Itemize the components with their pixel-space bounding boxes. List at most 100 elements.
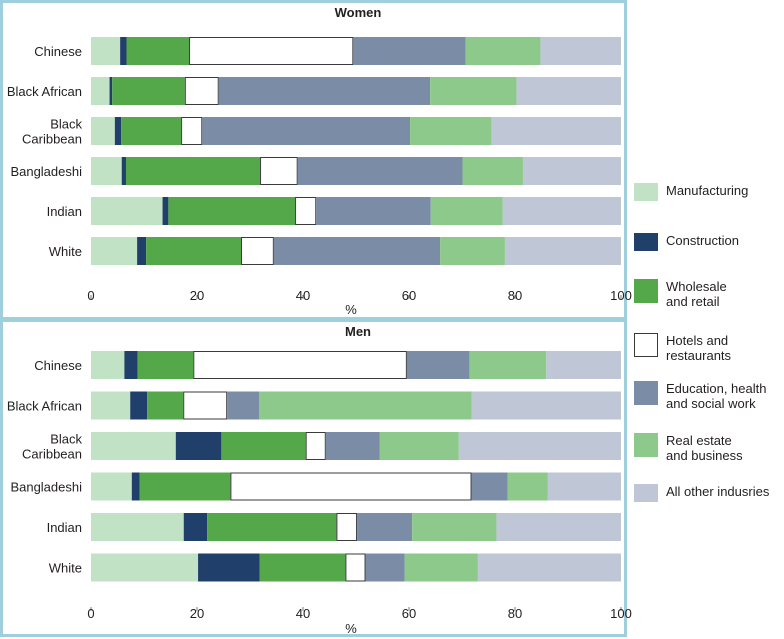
men-bar-white-real-estate-and-business: [404, 553, 478, 582]
legend-label-line: Manufacturing: [666, 183, 749, 198]
men-bar-bangladeshi-construction: [131, 472, 140, 501]
men-bar-indian-manufacturing: [91, 513, 184, 541]
women-bar-bangladeshi-real-estate-and-business: [462, 157, 523, 185]
legend-label: Manufacturing: [666, 183, 784, 198]
men-bar-black-african-all-other-indusries: [471, 391, 621, 420]
women-category-label: Chinese: [34, 44, 82, 59]
men-bar-indian-construction: [183, 513, 208, 541]
women-bar-white-education-health-and-social-work: [273, 237, 441, 265]
men-bar-white-education-health-and-social-work: [365, 553, 405, 582]
women-panel-frame: [0, 0, 627, 320]
women-bar-black-african-hotels-and-restaurants: [184, 77, 219, 105]
women-bar-chinese-manufacturing: [91, 37, 121, 65]
men-category-label: Bangladeshi: [10, 480, 82, 495]
legend-swatch: [634, 381, 658, 405]
men-x-tick-label: 0: [87, 606, 94, 621]
men-bar-white-manufacturing: [91, 553, 199, 582]
women-bar-bangladeshi-education-health-and-social-work: [297, 157, 463, 185]
women-bar-bangladeshi-wholesale-and-retail: [125, 157, 261, 185]
women-bar-indian-all-other-indusries: [502, 197, 621, 225]
women-bar-white-hotels-and-restaurants: [240, 237, 274, 265]
men-bar-chinese-wholesale-and-retail: [137, 351, 194, 379]
men-category-label: Caribbean: [22, 447, 82, 462]
men-bar-black-african-manufacturing: [91, 391, 131, 420]
women-bar-chinese-wholesale-and-retail: [126, 37, 190, 65]
men-bar-indian-education-health-and-social-work: [357, 513, 413, 541]
legend-item: All other indusries: [634, 484, 784, 516]
legend-label-line: Real estate: [666, 433, 732, 448]
men-bar-black-african-real-estate-and-business: [259, 391, 472, 420]
men-category-label: White: [49, 561, 82, 576]
women-bar-black-caribbean-real-estate-and-business: [410, 117, 492, 145]
women-x-tick-label: 80: [508, 288, 522, 303]
men-panel-title: Men: [345, 324, 371, 339]
legend-label: Hotels and restaurants: [666, 333, 784, 363]
legend-item: Education, health and social work: [634, 381, 784, 413]
men-bar-chinese-real-estate-and-business: [469, 351, 547, 379]
women-bar-chinese-hotels-and-restaurants: [189, 37, 354, 65]
women-category-label: Black African: [7, 84, 82, 99]
men-bar-white-construction: [198, 553, 260, 582]
men-bar-chinese-education-health-and-social-work: [406, 351, 470, 379]
legend-label: Construction: [666, 233, 784, 248]
legend-label: All other indusries: [666, 484, 784, 499]
legend-label-line: Hotels and: [666, 333, 729, 348]
men-bar-bangladeshi-wholesale-and-retail: [139, 472, 231, 501]
men-bar-bangladeshi-manufacturing: [91, 472, 132, 501]
legend-item: Real estate and business: [634, 433, 784, 465]
legend-label-line: and social work: [666, 396, 756, 411]
women-x-tick-label: 40: [296, 288, 310, 303]
women-bar-bangladeshi-manufacturing: [91, 157, 122, 185]
women-bar-indian-education-health-and-social-work: [316, 197, 431, 225]
women-bar-black-caribbean-all-other-indusries: [491, 117, 621, 145]
women-category-label: Bangladeshi: [10, 164, 82, 179]
men-x-tick-label: 60: [402, 606, 416, 621]
women-bar-bangladeshi-all-other-indusries: [522, 157, 621, 185]
men-bar-black-caribbean-construction: [175, 432, 222, 460]
men-bar-black-caribbean-manufacturing: [91, 432, 176, 460]
women-category-label: Indian: [47, 204, 82, 219]
men-category-label: Black: [50, 432, 82, 447]
women-bar-black-african-manufacturing: [91, 77, 110, 105]
women-bar-white-construction: [137, 237, 147, 265]
women-bar-bangladeshi-construction: [121, 157, 126, 185]
women-bar-black-caribbean-hotels-and-restaurants: [181, 117, 203, 145]
legend-swatch: [634, 484, 658, 502]
women-bar-chinese-all-other-indusries: [540, 37, 621, 65]
men-x-tick-label: 40: [296, 606, 310, 621]
men-bar-black-caribbean-wholesale-and-retail: [221, 432, 306, 460]
women-bar-black-caribbean-manufacturing: [91, 117, 115, 145]
legend-swatch: [634, 183, 658, 201]
women-bar-chinese-education-health-and-social-work: [353, 37, 466, 65]
women-bar-indian-manufacturing: [91, 197, 163, 225]
women-category-label: White: [49, 244, 82, 259]
women-bar-white-wholesale-and-retail: [146, 237, 241, 265]
men-panel-frame: [0, 319, 627, 637]
legend-label-line: Construction: [666, 233, 739, 248]
men-bar-chinese-construction: [124, 351, 138, 379]
men-bar-white-wholesale-and-retail: [259, 553, 346, 582]
legend-label-line: Education, health: [666, 381, 767, 396]
women-category-label: Caribbean: [22, 132, 82, 147]
women-bar-black-caribbean-education-health-and-social-work: [202, 117, 411, 145]
legend-item: Manufacturing: [634, 183, 784, 215]
men-category-label: Black African: [7, 399, 82, 414]
women-bar-white-all-other-indusries: [504, 237, 621, 265]
women-x-tick-label: 0: [87, 288, 94, 303]
men-bar-black-african-hotels-and-restaurants: [183, 391, 228, 420]
men-bar-black-caribbean-education-health-and-social-work: [325, 432, 380, 460]
men-category-label: Chinese: [34, 358, 82, 373]
men-bar-black-african-construction: [130, 391, 148, 420]
women-bar-chinese-construction: [120, 37, 127, 65]
men-bar-bangladeshi-all-other-indusries: [547, 472, 621, 501]
men-bar-bangladeshi-education-health-and-social-work: [471, 472, 508, 501]
legend-swatch: [634, 233, 658, 251]
women-bar-indian-hotels-and-restaurants: [295, 197, 317, 225]
men-x-tick-label: 20: [190, 606, 204, 621]
legend-item: Hotels and restaurants: [634, 333, 784, 365]
legend-swatch: [634, 433, 658, 457]
men-bar-black-african-wholesale-and-retail: [147, 391, 184, 420]
women-x-tick-label: 20: [190, 288, 204, 303]
